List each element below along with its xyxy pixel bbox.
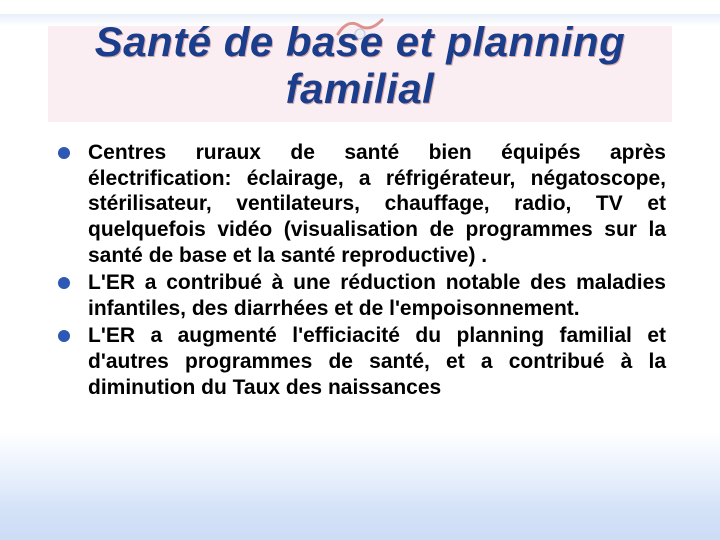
content-area: Centres ruraux de santé bien équipés apr…: [54, 140, 666, 400]
list-item: L'ER a contribué à une réduction notable…: [54, 270, 666, 321]
bullet-icon: [58, 330, 70, 342]
bullet-icon: [58, 147, 70, 159]
bullet-list: Centres ruraux de santé bien équipés apr…: [54, 140, 666, 400]
top-gradient-strip: [0, 14, 720, 26]
title-block: Santé de base et planning familial: [48, 14, 672, 122]
bullet-icon: [58, 277, 70, 289]
slide-title: Santé de base et planning familial: [60, 18, 660, 112]
list-item-text: L'ER a contribué à une réduction notable…: [88, 271, 666, 320]
list-item-text: Centres ruraux de santé bien équipés apr…: [88, 141, 666, 266]
list-item-text: L'ER a augmenté l'efficiacité du plannin…: [88, 324, 666, 398]
list-item: Centres ruraux de santé bien équipés apr…: [54, 140, 666, 268]
list-item: L'ER a augmenté l'efficiacité du plannin…: [54, 323, 666, 400]
